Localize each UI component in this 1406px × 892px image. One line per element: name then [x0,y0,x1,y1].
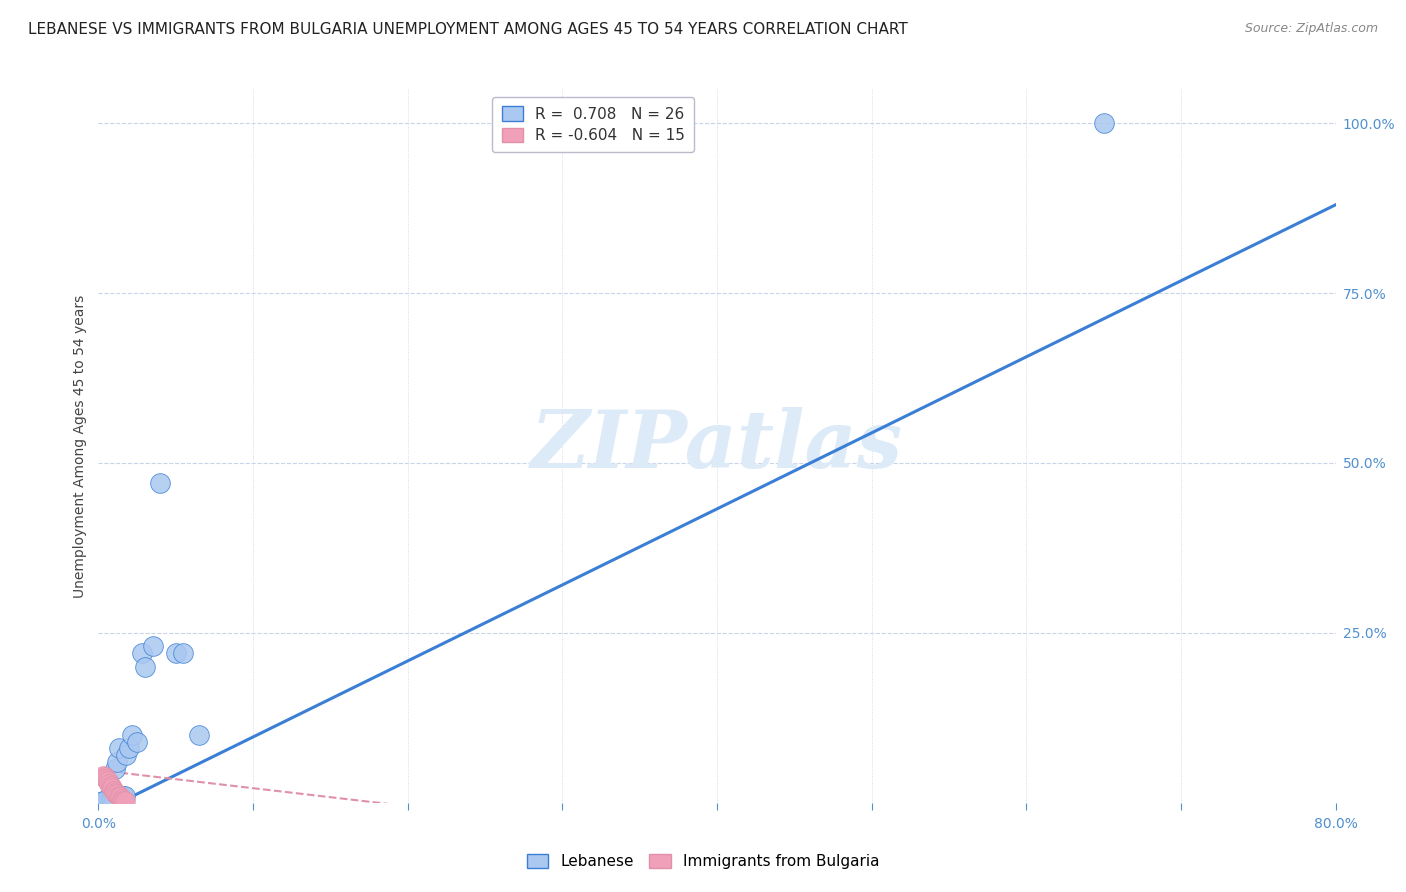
Point [134,660,156,674]
Point [101,780,124,795]
Point [118,741,141,756]
Point [111,789,134,803]
Point [108,790,131,805]
Point [97,774,120,789]
Point [111,792,134,806]
Point [98,777,121,791]
Point [108,789,131,803]
Point [103,791,125,805]
Point [114,789,136,803]
Point [173,646,195,660]
Point [121,728,143,742]
Point [91,769,114,783]
Point [100,779,122,793]
Point [91,794,114,808]
Legend: Lebanese, Immigrants from Bulgaria: Lebanese, Immigrants from Bulgaria [520,847,886,875]
Point [104,786,127,800]
Text: ZIPatlas: ZIPatlas [531,408,903,484]
Point [188,728,211,742]
Point [103,783,125,797]
Text: LEBANESE VS IMMIGRANTS FROM BULGARIA UNEMPLOYMENT AMONG AGES 45 TO 54 YEARS CORR: LEBANESE VS IMMIGRANTS FROM BULGARIA UNE… [28,22,908,37]
Y-axis label: Unemployment Among Ages 45 to 54 years: Unemployment Among Ages 45 to 54 years [73,294,87,598]
Legend: R =  0.708   N = 26, R = -0.604   N = 15: R = 0.708 N = 26, R = -0.604 N = 15 [492,97,695,153]
Point [112,789,135,803]
Point [112,794,135,808]
Point [107,789,129,803]
Point [91,794,114,808]
Point [107,741,129,756]
Point [131,646,153,660]
Point [165,646,187,660]
Point [98,791,121,805]
Point [142,640,165,654]
Point [96,772,118,786]
Text: Source: ZipAtlas.com: Source: ZipAtlas.com [1244,22,1378,36]
Point [96,793,118,807]
Point [105,787,128,801]
Point [104,762,127,776]
Point [93,770,115,784]
Point [127,734,149,748]
Point [100,791,122,805]
Point [1092,116,1115,130]
Point [115,748,138,763]
Point [114,794,136,808]
Point [149,476,172,491]
Point [101,791,124,805]
Point [105,755,128,769]
